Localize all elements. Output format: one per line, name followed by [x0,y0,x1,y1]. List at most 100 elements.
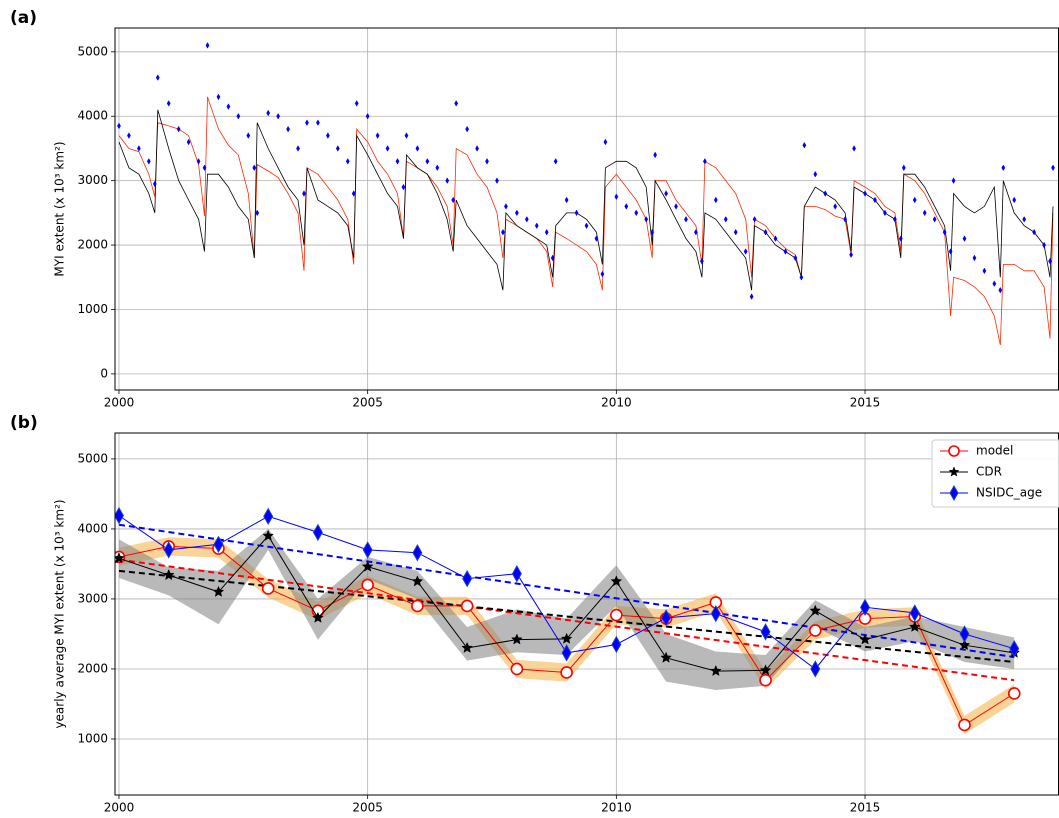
marker-diamond [912,196,917,204]
marker-diamond [385,145,390,152]
marker-diamond [644,216,649,223]
marker-diamond [793,254,798,262]
marker-diamond [252,164,257,172]
uncertainty-band [119,528,1015,690]
marker-diamond [664,190,668,197]
marker-circle [460,599,474,613]
marker-circle [958,718,971,732]
marker-diamond [564,196,569,204]
marker-diamond [276,112,281,120]
marker-diamond [263,507,274,526]
marker-diamond [702,158,707,165]
legend-label: CDR [976,465,1002,479]
marker-diamond [959,625,970,643]
marker-diamond [186,138,191,146]
marker-diamond [1048,257,1052,265]
marker-diamond [325,132,330,139]
x-tick-label: 2000 [104,801,135,815]
legend-marker [948,445,960,457]
y-axis-label: yearly average MYI extent (x 10³ km²) [53,499,67,728]
marker-star [312,611,324,623]
marker-star [859,633,871,645]
marker-diamond [534,222,539,230]
marker-diamond [998,286,1003,294]
marker-diamond [1051,164,1055,172]
marker-diamond [892,216,897,223]
marker-diamond [305,119,309,126]
marker-diamond [760,623,771,641]
marker-star [759,664,772,676]
marker-star [660,651,672,663]
marker-diamond [713,196,718,204]
marker-diamond [723,216,728,223]
marker-diamond [485,158,489,165]
marker-diamond [115,506,124,525]
uncertainty-band [119,537,1015,735]
marker-diamond [574,209,579,217]
legend-box [931,439,1059,508]
marker-diamond [205,42,210,49]
marker-diamond [883,209,887,217]
marker-diamond [155,74,160,81]
marker-diamond [852,145,856,152]
marker-diamond [435,164,440,172]
panel-label: (b) [10,413,38,433]
marker-diamond [395,158,400,165]
marker-diamond [163,541,174,559]
marker-diamond [584,222,589,230]
marker-circle [808,624,822,637]
marker-diamond [312,523,323,542]
marker-diamond [454,100,459,107]
marker-diamond [404,132,409,139]
marker-circle [411,599,424,613]
y-tick-label: 0 [100,366,108,380]
y-tick-label: 1000 [77,731,108,745]
marker-star [809,604,822,616]
marker-diamond [909,604,920,622]
marker-diamond [246,132,251,139]
marker-diamond [401,183,406,191]
marker-diamond [236,112,241,120]
marker-diamond [799,273,804,281]
marker-diamond [594,235,599,242]
legend-label: model [976,444,1013,458]
marker-diamond [849,251,853,259]
marker-circle [510,662,524,676]
marker-diamond [362,541,373,559]
marker-diamond [624,203,629,210]
marker-diamond [752,216,757,223]
marker-diamond [661,609,672,627]
marker-diamond [255,209,260,217]
marker-diamond [561,644,572,662]
marker-diamond [603,138,608,146]
marker-star [361,560,374,572]
x-tick-label: 2005 [352,396,383,410]
marker-diamond [783,248,788,255]
marker-star [610,575,623,587]
y-tick-label: 1000 [77,302,108,316]
marker-diamond [475,145,479,152]
marker-diamond [1022,216,1027,223]
marker-diamond [901,164,906,172]
marker-diamond [684,216,688,223]
marker-diamond [982,267,987,275]
marker-diamond [863,190,867,197]
y-tick-label: 2000 [77,238,108,252]
marker-diamond [216,93,221,101]
marker-diamond [451,196,456,204]
trend-line [118,558,1015,682]
marker-diamond [948,248,953,255]
marker-diamond [614,193,619,201]
x-tick-label: 2015 [850,396,881,410]
marker-diamond [176,125,181,133]
marker-circle [361,578,374,592]
marker-star [461,641,474,653]
x-tick-label: 2010 [601,801,632,815]
marker-diamond [524,216,529,223]
marker-diamond [296,145,300,152]
marker-diamond [951,177,956,184]
x-tick-label: 2000 [104,396,135,410]
marker-diamond [1032,228,1037,236]
marker-diamond [462,569,473,588]
marker-diamond [345,158,350,165]
